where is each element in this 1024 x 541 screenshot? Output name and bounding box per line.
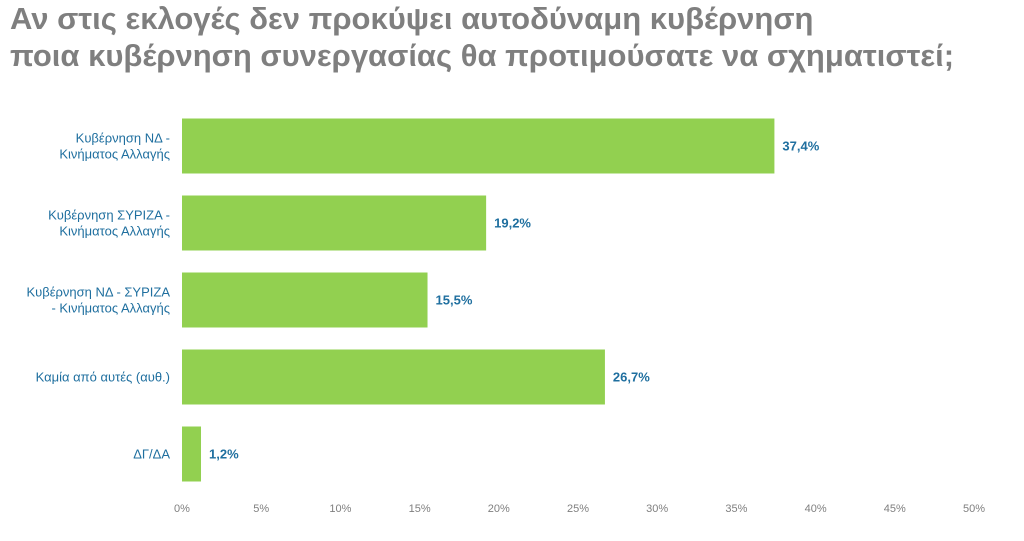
chart-title-line-2: ποια κυβέρνηση συνεργασίας θα προτιμούσα…: [10, 38, 955, 73]
data-label: 37,4%: [782, 139, 819, 154]
chart-title-line-1: Αν στις εκλογές δεν προκύψει αυτοδύναμη …: [10, 1, 814, 36]
x-tick-label: 10%: [329, 503, 351, 515]
data-label: 19,2%: [494, 216, 531, 231]
chart-title: Αν στις εκλογές δεν προκύψει αυτοδύναμη …: [10, 0, 1020, 74]
category-label-line: Κινήματος Αλλαγής: [59, 147, 170, 162]
category-label-line: Κυβέρνηση ΝΔ -: [76, 131, 170, 146]
category-label-line: - Κινήματος Αλλαγής: [51, 301, 170, 316]
bar: [182, 272, 428, 328]
value-labels: 37,4% 19,2% 15,5% 26,7% 1,2%: [209, 139, 820, 462]
data-label: 1,2%: [209, 447, 239, 462]
x-tick-label: 30%: [646, 503, 668, 515]
category-label: Κυβέρνηση ΝΔ -Κινήματος Αλλαγής: [59, 131, 170, 162]
category-label-line: ΔΓ/ΔΑ: [133, 447, 170, 462]
bar: [182, 426, 202, 482]
data-label: 15,5%: [436, 293, 473, 308]
category-label-line: Κυβέρνηση ΝΔ - ΣΥΡΙΖΑ: [26, 285, 170, 300]
bar: [182, 349, 605, 405]
x-tick-label: 5%: [253, 503, 269, 515]
category-label-line: Κυβέρνηση ΣΥΡΙΖΑ -: [48, 208, 170, 223]
x-tick-label: 20%: [488, 503, 510, 515]
x-tick-label: 45%: [884, 503, 906, 515]
category-label: Καμία από αυτές (αυθ.): [36, 370, 170, 385]
bars-layer: [182, 118, 775, 482]
x-axis-tick-labels: 0% 5% 10% 15% 20% 25% 30% 35% 40% 45% 50%: [174, 503, 985, 515]
category-label: ΔΓ/ΔΑ: [133, 447, 170, 462]
bar: [182, 195, 487, 251]
bar: [182, 118, 775, 174]
x-tick-label: 35%: [725, 503, 747, 515]
x-tick-label: 50%: [963, 503, 985, 515]
x-tick-label: 25%: [567, 503, 589, 515]
category-labels: Κυβέρνηση ΝΔ -Κινήματος ΑλλαγήςΚυβέρνηση…: [26, 131, 170, 462]
x-tick-label: 40%: [805, 503, 827, 515]
x-tick-label: 15%: [409, 503, 431, 515]
x-tick-label: 0%: [174, 503, 190, 515]
category-label: Κυβέρνηση ΝΔ - ΣΥΡΙΖΑ - Κινήματος Αλλαγής: [26, 285, 170, 316]
category-label-line: Καμία από αυτές (αυθ.): [36, 370, 170, 385]
data-label: 26,7%: [613, 370, 650, 385]
category-label-line: Κινήματος Αλλαγής: [59, 224, 170, 239]
category-label: Κυβέρνηση ΣΥΡΙΖΑ -Κινήματος Αλλαγής: [48, 208, 170, 239]
